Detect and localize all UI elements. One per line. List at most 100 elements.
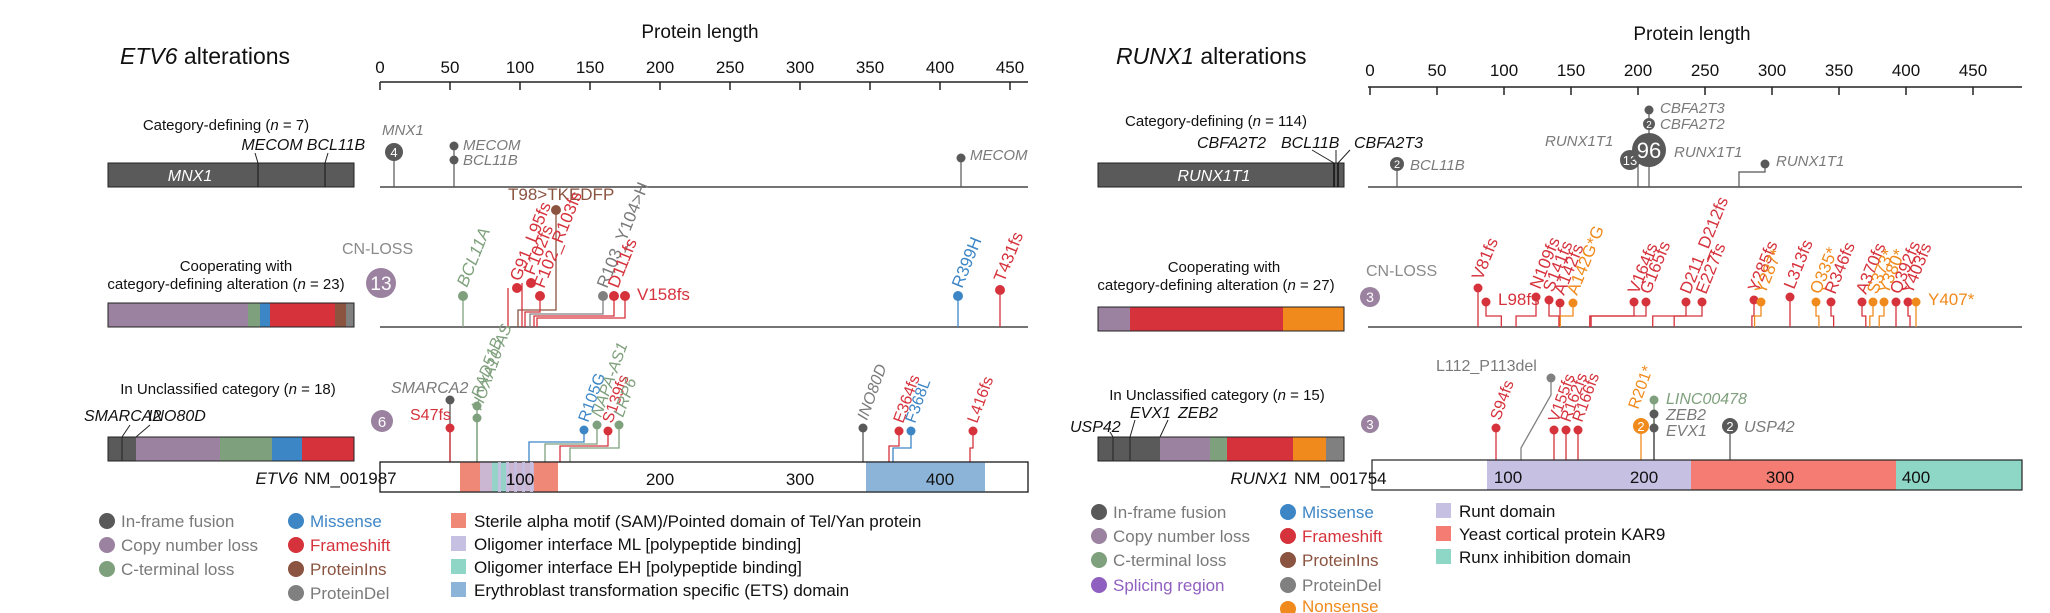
lollipop-head [906, 426, 916, 436]
lollipop-stem [1751, 300, 1755, 327]
runx1-row2-bar-nonsense [1283, 307, 1344, 331]
legend-domain-swatch-ets [451, 582, 466, 597]
lollipop-head [1756, 297, 1766, 307]
etv6-domain-stripe [522, 462, 525, 492]
lollipop-stem [1878, 302, 1885, 327]
etv6-protein-tick: 200 [646, 470, 674, 489]
runx1-row3-bar-connector [1159, 419, 1169, 438]
lollipop-stem [1652, 302, 1687, 327]
lollipop-count: 4 [390, 145, 397, 160]
runx1-row2-bar-outline [1097, 306, 1345, 332]
runx1-row3-bar-label-zeb2: ZEB2 [1177, 405, 1218, 422]
etv6-title-rest: alterations [178, 43, 291, 69]
lollipop-head [1561, 425, 1571, 435]
lollipop-label: S47fs [410, 407, 451, 424]
etv6-row3-bar-cterm [220, 437, 272, 461]
etv6-domain-ets [866, 462, 985, 492]
runx1-row1-label-post: = 114) [1261, 113, 1307, 130]
legend-domain-swatch-runxinh [1436, 549, 1451, 564]
etv6-protein-tick: 100 [506, 470, 534, 489]
etv6-protein-accession: NM_001987 [304, 469, 397, 488]
lollipop-label: INO80D [855, 362, 891, 423]
etv6-row2-label-line1: Cooperating with [180, 258, 293, 275]
runx1-row3-bar-cterm [1210, 437, 1227, 461]
legend-domain-swatch-runt [1436, 503, 1451, 518]
lollipop-stem [969, 435, 974, 462]
etv6-cn-loss-label: CN-LOSS [342, 241, 413, 258]
legend-swatch-proteinins [288, 561, 304, 577]
etv6-row2-label-n: n [297, 276, 305, 293]
runx1-row1-label: Category-defining (n = 114) [1125, 113, 1307, 130]
lollipop-head [1760, 159, 1770, 169]
runx1-legend-domains: Runt domain Yeast cortical protein KAR9 … [1436, 502, 1665, 567]
lollipop-head [1857, 297, 1867, 307]
runx1-row2-label-pre: category-defining alteration ( [1097, 277, 1287, 294]
etv6-row-unclassified: In Unclassified category (n = 18) SMARCA… [84, 322, 1029, 493]
etv6-axis-ticks: 0 50 100 150 200 250 300 350 400 450 [375, 58, 1024, 90]
legend-label: ProteinIns [1302, 551, 1379, 570]
etv6-row1-bar-label-mecom: MECOM [241, 137, 303, 154]
etv6-row3-label-post: = 18) [297, 381, 336, 398]
runx1-row3-bar-connector [1129, 419, 1136, 438]
legend-swatch-frameshift [288, 537, 304, 553]
lollipop-head [1491, 423, 1501, 433]
etv6-row3-label-pre: In Unclassified category ( [120, 381, 288, 398]
lollipop-label-mecom: MECOM [463, 137, 521, 154]
etv6-tick-label: 250 [716, 58, 744, 77]
lollipop-label: S94fs [1488, 378, 1518, 422]
etv6-row2-bar-cterm [248, 303, 260, 327]
lollipop-stem [1830, 302, 1835, 327]
lollipop-label: R399H [948, 234, 985, 290]
runx1-row3-label-n: n [1278, 387, 1286, 404]
lollipop-head [1629, 297, 1639, 307]
lollipop-head [609, 291, 619, 301]
runx1-cn-loss-count-circle [1360, 287, 1380, 307]
lollipop-label: HOXA10-AS [469, 322, 516, 413]
lollipop-stem [1485, 302, 1502, 327]
etv6-row3-label-n: n [289, 381, 297, 398]
lollipop-head [592, 420, 602, 430]
runx1-row2-bar-frameshift [1130, 307, 1283, 331]
lollipop-stem [533, 300, 615, 327]
runx1-tick-label: 50 [1428, 61, 1447, 80]
lollipop-head [1555, 298, 1565, 308]
lollipop-label: EVX1 [1666, 423, 1707, 440]
lollipop-stem [1590, 302, 1647, 327]
lollipop-label-mnx1: MNX1 [382, 122, 424, 139]
etv6-row1-bar-connector [254, 152, 259, 164]
lollipop-stem [1520, 378, 1552, 460]
runx1-row-cooperating: Cooperating with category-defining alter… [1097, 194, 2022, 332]
runx1-row2-label-n: n [1287, 277, 1295, 294]
etv6-row2-label-line2: category-defining alteration (n = 23) [107, 276, 344, 293]
lollipop-label-bcl11b: BCL11B [1410, 157, 1465, 174]
runx1-row3-bar-frameshift [1227, 437, 1293, 461]
lollipop-label-cbfa2t3: CBFA2T3 [1660, 100, 1725, 117]
runx1-protein-accession: NM_001754 [1294, 469, 1387, 488]
runx1-tick-label: 450 [1959, 61, 1987, 80]
etv6-row3-bar-cnloss [136, 437, 220, 461]
legend-label: ProteinDel [1302, 576, 1381, 595]
runx1-row3-bar-fusion [1098, 437, 1160, 461]
lollipop-head-count [1722, 418, 1738, 434]
lollipop-stem [1548, 300, 1560, 327]
etv6-axis-title: Protein length [641, 22, 758, 43]
lollipop-head [1544, 295, 1554, 305]
etv6-row1-bar-text: MNX1 [168, 168, 212, 185]
legend-swatch-proteinins [1280, 552, 1296, 568]
runx1-row1-label-n: n [1253, 113, 1261, 130]
etv6-row2-bar-missense [260, 303, 270, 327]
lollipop-stem [1907, 302, 1911, 327]
etv6-tick-label: 400 [926, 58, 954, 77]
etv6-protein-tick-overlay: 100 [506, 470, 534, 489]
runx1-row3-label-post: = 15) [1286, 387, 1325, 404]
legend-domain-label: Oligomer interface ML [polypeptide bindi… [474, 535, 801, 554]
lollipop-label: T431fs [990, 229, 1027, 284]
lollipop-head [1644, 105, 1654, 115]
runx1-cn-loss-label: CN-LOSS [1366, 263, 1437, 280]
legend-domain-label: Oligomer interface EH [polypeptide bindi… [474, 558, 802, 577]
lollipop-head [1749, 295, 1759, 305]
lollipop-head-count [385, 143, 403, 161]
runx1-row3-label: In Unclassified category (n = 15) [1109, 387, 1325, 404]
